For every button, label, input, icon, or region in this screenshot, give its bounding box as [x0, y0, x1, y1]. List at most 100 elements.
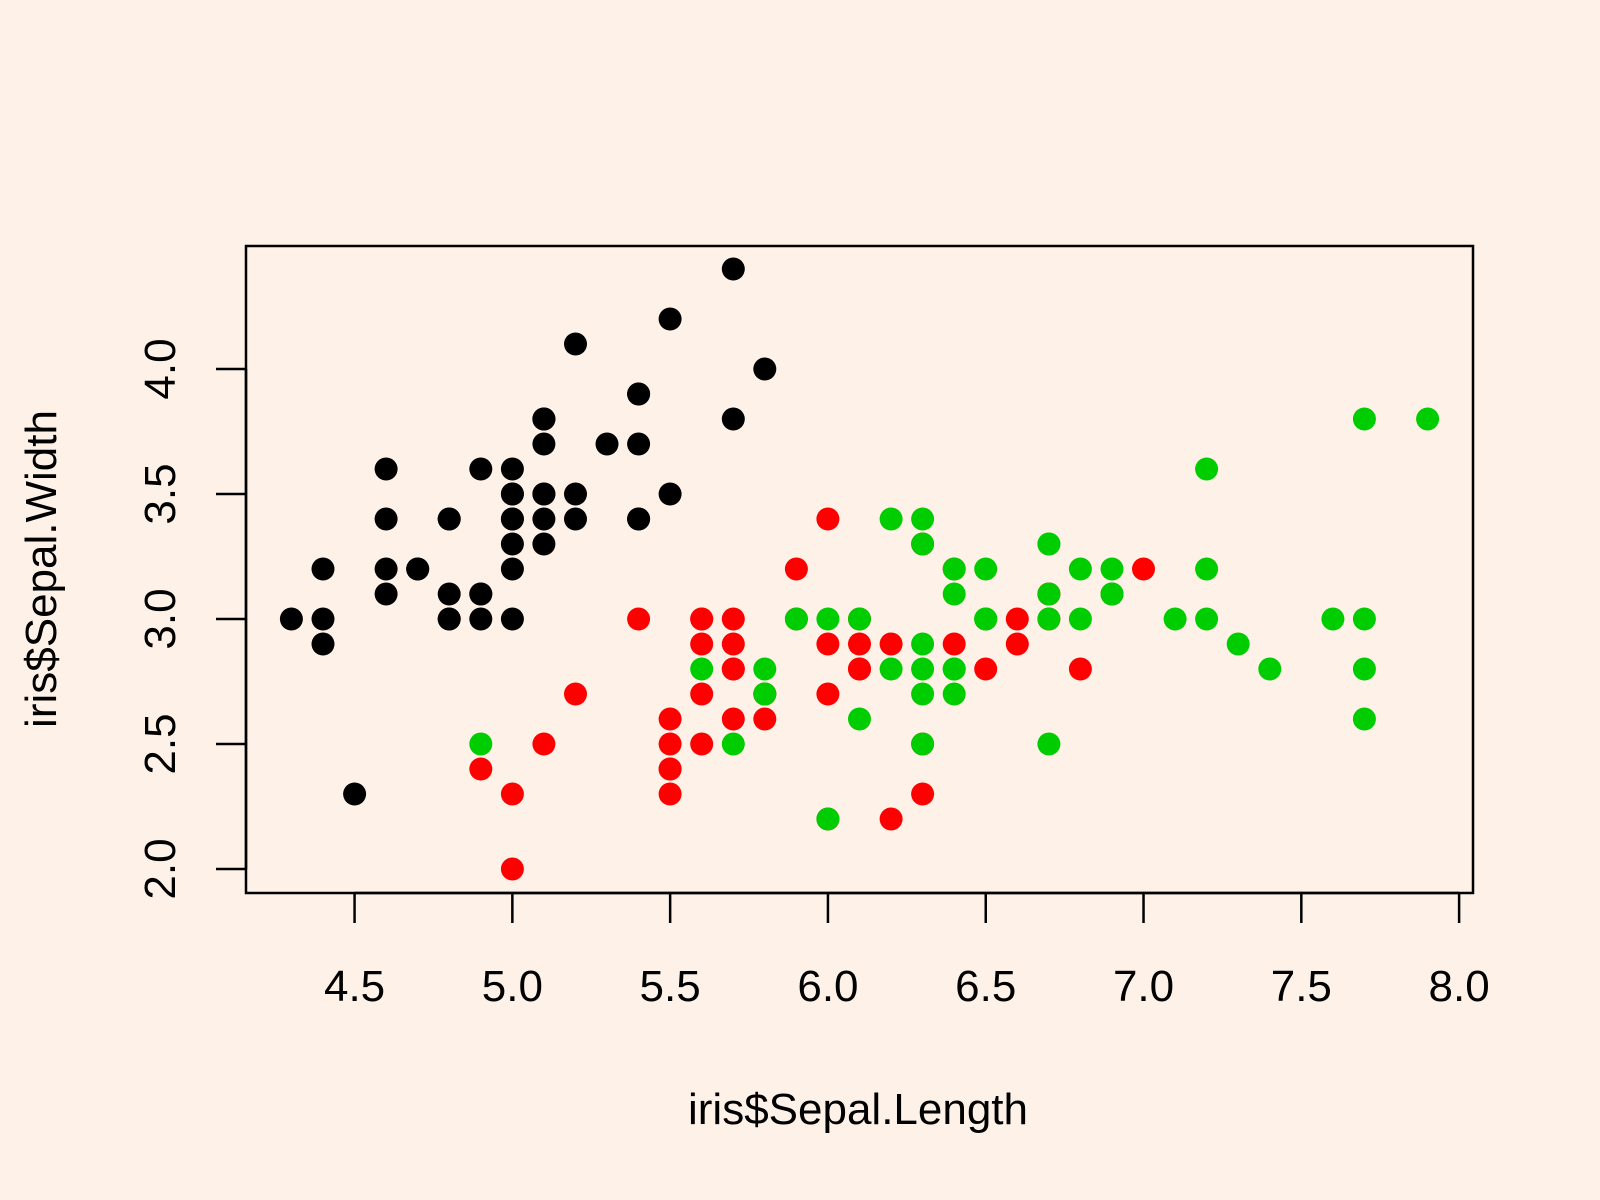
data-point — [879, 657, 903, 681]
data-point — [1037, 582, 1061, 606]
data-point — [721, 607, 745, 631]
data-point — [721, 707, 745, 731]
data-point — [911, 632, 935, 656]
x-tick-label: 4.5 — [324, 962, 385, 1011]
y-axis-label: iris$Sepal.Width — [17, 410, 66, 728]
data-point — [500, 532, 524, 556]
data-point — [1195, 557, 1219, 581]
data-point — [374, 507, 398, 531]
data-point — [816, 607, 840, 631]
data-point — [532, 732, 556, 756]
data-point — [1068, 607, 1092, 631]
data-point — [911, 782, 935, 806]
data-point — [848, 707, 871, 731]
data-point — [658, 707, 682, 731]
x-tick-label: 5.0 — [482, 962, 543, 1011]
data-point — [469, 757, 493, 781]
data-point — [1416, 407, 1440, 431]
data-point — [658, 307, 682, 331]
data-point — [658, 757, 682, 781]
data-point — [911, 732, 935, 756]
data-point — [848, 657, 871, 681]
data-point — [721, 407, 745, 431]
y-tick-label: 3.0 — [136, 588, 185, 649]
data-point — [1352, 707, 1376, 731]
data-point — [658, 782, 682, 806]
data-point — [311, 557, 335, 581]
data-point — [532, 407, 556, 431]
data-point — [974, 557, 998, 581]
data-point — [974, 607, 998, 631]
data-point — [500, 507, 524, 531]
data-point — [532, 432, 556, 456]
data-point — [469, 732, 493, 756]
x-tick-label: 6.0 — [797, 962, 858, 1011]
data-point — [753, 657, 777, 681]
data-point — [500, 782, 524, 806]
data-point — [1258, 657, 1282, 681]
data-point — [469, 457, 493, 481]
data-point — [658, 732, 682, 756]
data-point — [1037, 732, 1061, 756]
data-point — [879, 807, 903, 831]
data-point — [911, 532, 935, 556]
data-point — [942, 682, 966, 706]
data-point — [406, 557, 430, 581]
data-point — [374, 457, 398, 481]
data-point — [911, 682, 935, 706]
data-point — [784, 607, 808, 631]
data-point — [1100, 557, 1124, 581]
data-point — [627, 507, 651, 531]
x-axis-label: iris$Sepal.Length — [688, 1085, 1028, 1134]
data-point — [1352, 607, 1376, 631]
data-point — [690, 682, 714, 706]
data-point — [1195, 457, 1219, 481]
data-point — [627, 607, 651, 631]
data-point — [942, 582, 966, 606]
data-point — [374, 582, 398, 606]
data-point — [753, 707, 777, 731]
data-point — [911, 657, 935, 681]
data-point — [532, 532, 556, 556]
data-point — [721, 257, 745, 281]
data-point — [500, 607, 524, 631]
data-point — [690, 657, 714, 681]
data-point — [627, 382, 651, 406]
series-virginica — [469, 407, 1440, 831]
data-point — [1195, 607, 1219, 631]
data-point — [500, 482, 524, 506]
data-point — [1352, 657, 1376, 681]
x-tick-label: 7.5 — [1271, 962, 1332, 1011]
data-point — [437, 607, 461, 631]
data-point — [374, 557, 398, 581]
data-point — [1163, 607, 1187, 631]
data-point — [595, 432, 619, 456]
data-point — [437, 582, 461, 606]
data-point — [816, 507, 840, 531]
data-point — [784, 557, 808, 581]
data-point — [721, 732, 745, 756]
data-point — [816, 807, 840, 831]
data-point — [848, 607, 871, 631]
data-point — [1005, 607, 1029, 631]
data-point — [690, 732, 714, 756]
x-tick-label: 7.0 — [1113, 962, 1174, 1011]
y-tick-label: 2.5 — [136, 713, 185, 774]
data-point — [942, 632, 966, 656]
x-axis: 4.5 5.0 5.5 6.0 6.5 7.0 7.5 8.0 — [324, 891, 1490, 1011]
data-point — [753, 357, 777, 381]
data-point — [564, 507, 587, 531]
data-point — [627, 432, 651, 456]
data-point — [658, 482, 682, 506]
data-point — [1321, 607, 1345, 631]
data-point — [437, 507, 461, 531]
x-tick-label: 6.5 — [955, 962, 1016, 1011]
data-point — [279, 607, 303, 631]
data-points — [279, 257, 1440, 881]
data-point — [911, 507, 935, 531]
data-point — [532, 482, 556, 506]
data-point — [1068, 557, 1092, 581]
data-point — [942, 557, 966, 581]
x-tick-label: 8.0 — [1429, 962, 1490, 1011]
